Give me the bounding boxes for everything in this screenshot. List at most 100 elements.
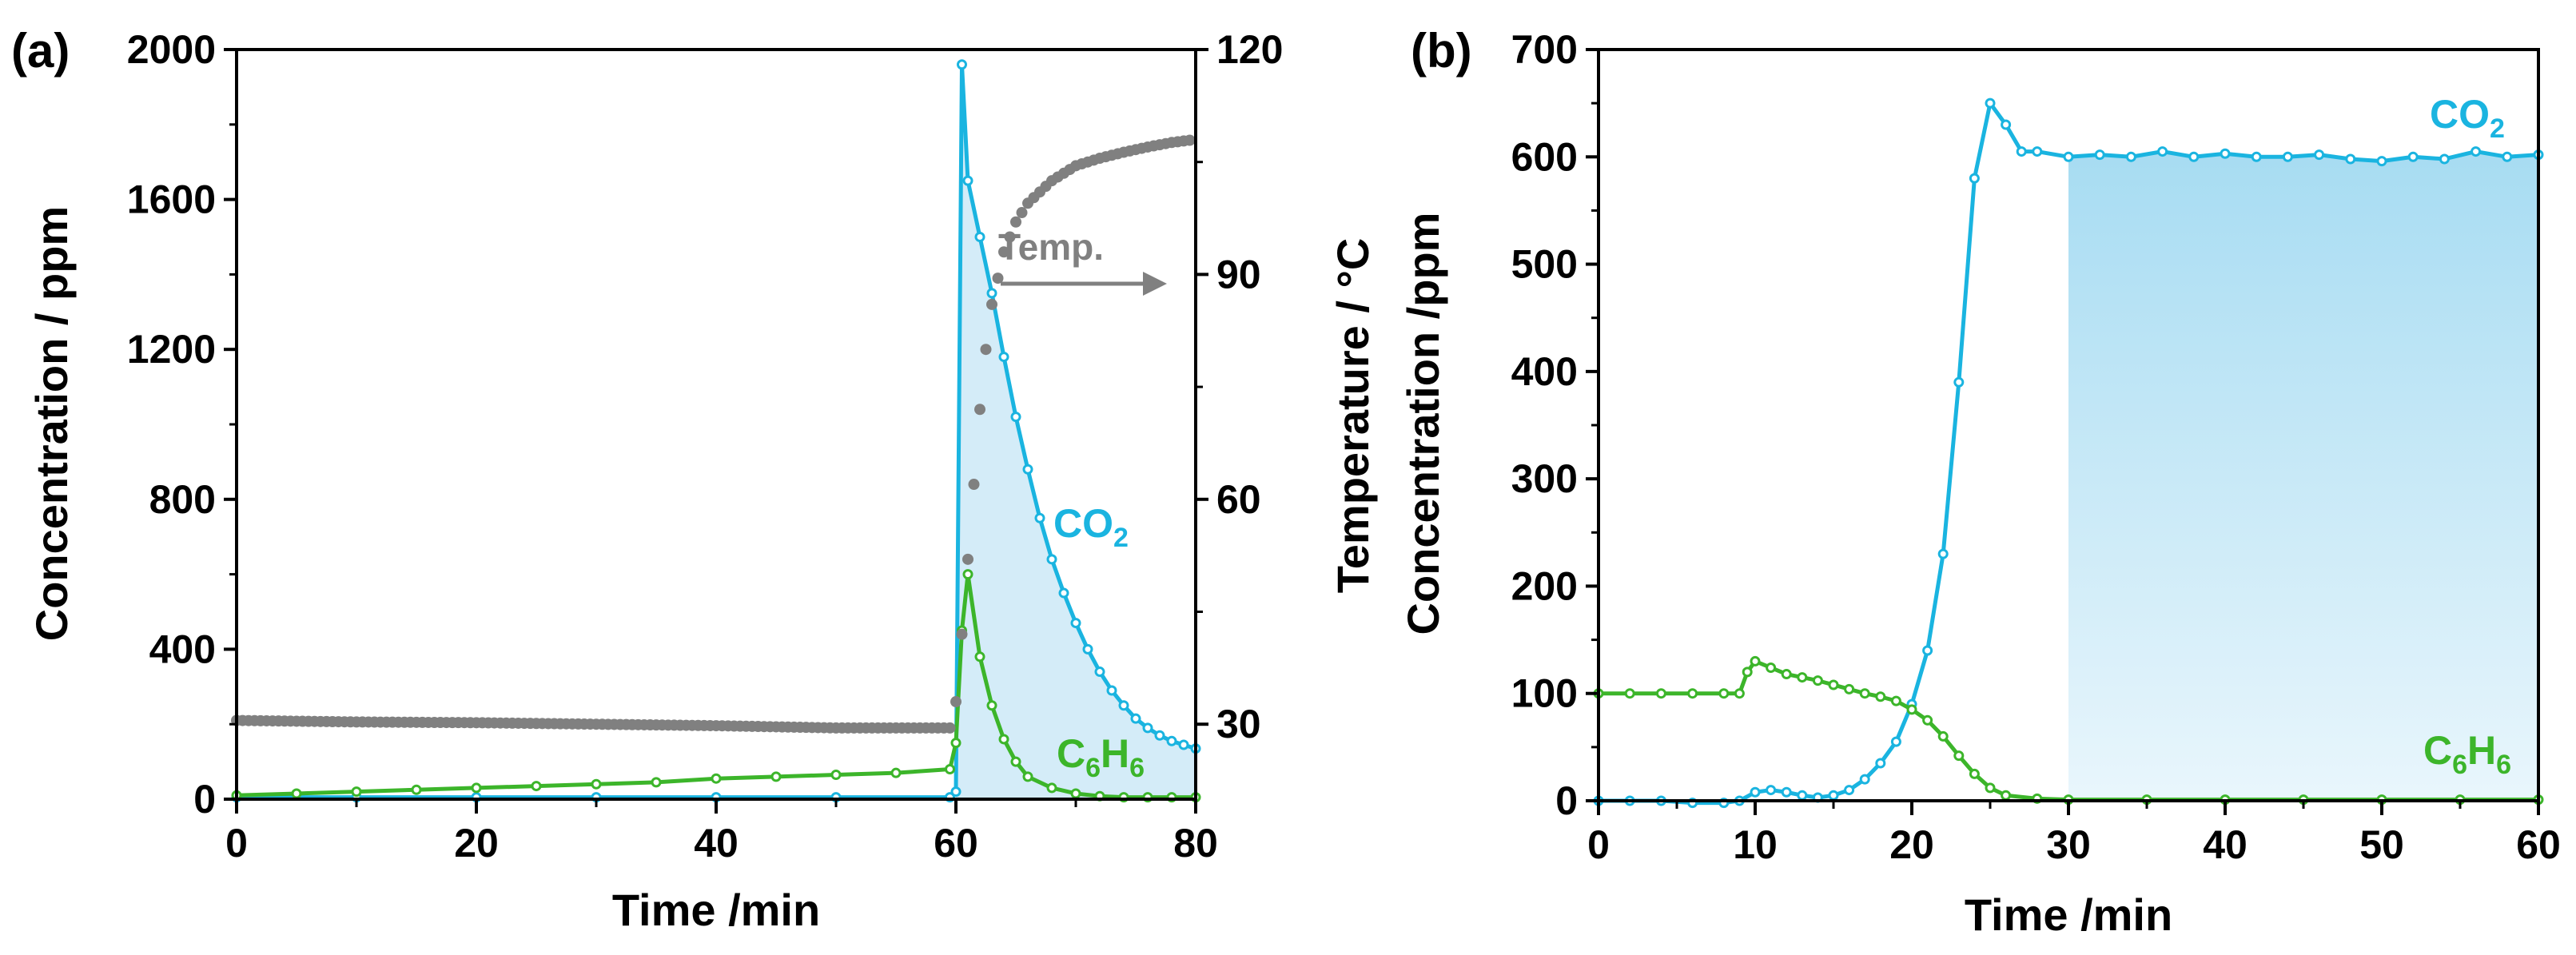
x-tick-label-b: 0 [1587,822,1610,867]
co2-point-a [998,352,1009,363]
c6h6-point-b [1922,714,1933,726]
c6h6-point-a [945,763,955,774]
x-tick-label-a: 40 [694,821,739,865]
co2-point-b [1890,736,1901,747]
c6h6-point-a [962,569,973,580]
co2-point-a [1046,554,1057,565]
co2-point-a [957,59,967,70]
temp-arrow-head [1143,272,1167,296]
c6h6-point-b [1750,655,1761,667]
temp-point [1184,134,1196,146]
c6h6-point-a [351,786,362,798]
y-tick-label-a: 800 [149,477,216,522]
chart-panel-a: (a) 0 20 40 60 80040080012001600200030609012… [11,24,1378,935]
c6h6-point-b [1797,672,1808,683]
temp-point [950,696,962,708]
temp-point [944,722,956,734]
temp-point [974,404,985,416]
y-tick-label-b: 0 [1555,778,1578,823]
c6h6-point-b [1812,675,1823,686]
co2-point-a [1022,464,1033,475]
temp-point [980,344,992,356]
co2-point-b [2282,151,2293,162]
co2-point-b [2188,151,2200,162]
c6h6-point-a [890,767,902,778]
co2-point-b [2502,151,2513,162]
panel-label-b: (b) [1411,24,1472,78]
y-tick-label-a: 1600 [127,177,216,222]
c6h6-point-a [1010,756,1021,767]
c6h6-point-b [1718,688,1730,699]
co2-point-a [1034,512,1045,523]
co2-point-a [1106,685,1117,696]
co2-point-b [2251,151,2262,162]
co2-point-b [1985,97,1996,109]
c6h6-point-b [1742,667,1753,678]
co2-point-b [2439,153,2450,165]
c6h6-point-b [1859,688,1870,699]
temp-point [968,479,980,491]
co2-point-b [1922,645,1933,656]
c6h6-point-a [830,770,842,781]
c6h6-point-b [1781,669,1792,680]
c6h6-point-b [1906,704,1917,715]
c6h6-point-b [1844,683,1855,694]
c6h6-point-b [1985,782,1996,794]
co2-point-a [950,786,962,798]
co2-point-b [2094,149,2105,161]
c6h6-point-b [1969,768,1980,779]
co2-point-b [2345,153,2356,165]
co2-point-a [1142,722,1153,734]
c6h6-point-a [1022,771,1033,782]
c6h6-point-a [531,781,542,792]
c6h6-point-a [471,782,482,794]
x-tick-label-b: 10 [1733,822,1778,867]
co2-point-a [974,232,985,242]
c6h6-point-b [1734,688,1745,699]
co2-point-a [962,175,973,186]
co2-point-a [1082,643,1093,655]
co2-point-b [1828,790,1839,801]
co2-point-b [1750,786,1761,798]
y-tick-label-a: 0 [193,777,216,822]
co2-point-b [2032,146,2043,157]
c6h6-point-a [1046,782,1057,794]
y-tick-label-a: 2000 [127,27,216,72]
co2-point-a [1010,412,1021,423]
temp-series-a [231,134,1196,734]
y-tick-label-b: 700 [1511,27,1578,72]
c6h6-point-b [1828,679,1839,690]
c6h6-label-a: C6H6 [1057,731,1145,783]
temp-label: Temp. [998,226,1104,268]
y-tick-label-b: 600 [1511,134,1578,179]
co2-point-a [1130,713,1141,724]
co2-point-a [1094,667,1105,678]
c6h6-point-a [986,700,997,711]
chart-panel-b: (b) 0 10 20 30 40 50 600100200300400500600700 … [1398,24,2561,940]
co2-point-b [1937,548,1949,559]
co2-point-b [2157,146,2168,157]
co2-point-b [2407,151,2419,162]
c6h6-point-b [1655,688,1666,699]
co2-point-b [2001,119,2012,130]
x-tick-label-a: 60 [934,821,978,865]
c6h6-point-a [291,788,302,799]
temp-point [962,553,973,565]
x-tick-label-b: 20 [1889,822,1934,867]
x-tick-label-a: 80 [1173,821,1218,865]
co2-point-b [1844,785,1855,796]
temp-point [956,628,968,640]
x-axis-title-a: Time /min [612,885,820,935]
c6h6-point-b [1766,662,1777,673]
co2-point-a [1118,700,1129,711]
y-axis-title-b: Concentration /ppm [1398,213,1448,635]
c6h6-point-b [1937,730,1949,742]
y2-tick-label: 120 [1216,27,1283,72]
co2-point-b [2314,149,2325,161]
co2-point-b [1875,758,1886,769]
y-tick-label-a: 1200 [127,327,216,372]
co2-point-a [1070,618,1081,629]
y2-tick-label: 60 [1216,477,1261,522]
c6h6-series-a [236,572,1196,800]
y-tick-label-b: 300 [1511,456,1578,501]
